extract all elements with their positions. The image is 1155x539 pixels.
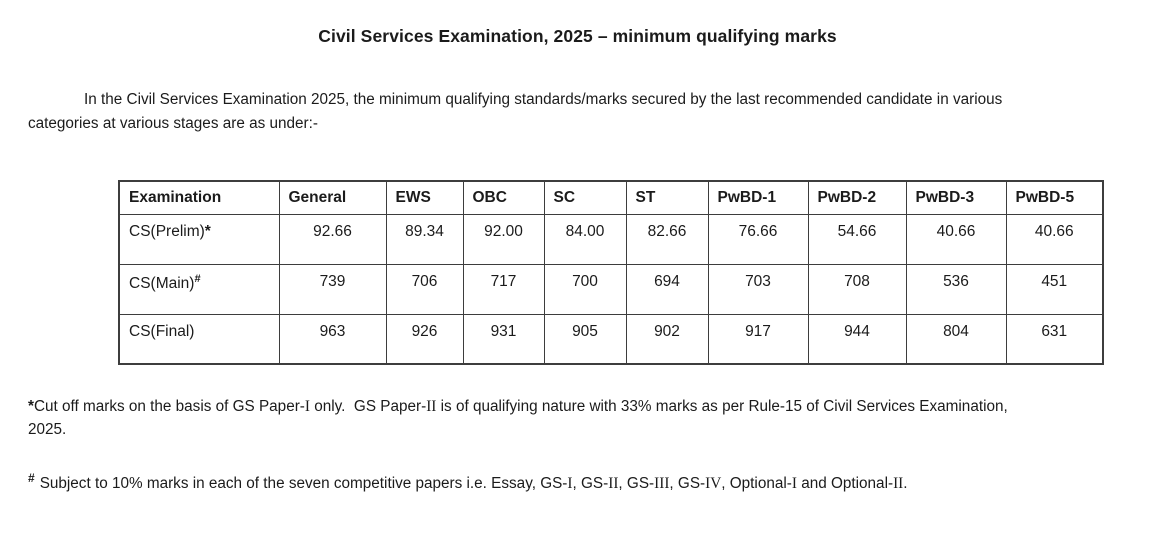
marks-cell: 917	[707, 313, 809, 365]
page-title: Civil Services Examination, 2025 – minim…	[318, 26, 837, 46]
footnote-marker: *	[28, 398, 34, 415]
marks-cell: 931	[462, 313, 545, 365]
table-row: CS(Prelim)* 92.66 89.34 92.00 84.00 82.66 76.6…	[118, 213, 1104, 265]
marks-cell: 963	[278, 313, 387, 365]
document-page: Civil Services Examination, 2025 – minim…	[0, 26, 1155, 495]
footnotes: *Cut off marks on the basis of GS Paper-…	[28, 395, 1127, 495]
table-row: CS(Main)# 739 706 717 700 694 703 708 536 451	[118, 263, 1104, 315]
marks-cell: 631	[1005, 313, 1104, 365]
marks-cell: 84.00	[543, 213, 627, 265]
column-header-pwbd-1: PwBD-1	[707, 180, 809, 215]
marks-cell: 703	[707, 263, 809, 315]
marks-cell: 451	[1005, 263, 1104, 315]
column-header-general: General	[278, 180, 387, 215]
marks-cell: 804	[905, 313, 1007, 365]
footnote: *Cut off marks on the basis of GS Paper-…	[28, 395, 1127, 441]
exam-name-cell: CS(Final)	[118, 313, 280, 365]
marks-cell: 905	[543, 313, 627, 365]
marks-cell: 694	[625, 263, 709, 315]
exam-name-label: CS(Prelim)	[129, 222, 205, 240]
column-header-pwbd-2: PwBD-2	[807, 180, 907, 215]
marks-cell: 536	[905, 263, 1007, 315]
footnote-marker: #	[194, 272, 201, 285]
exam-name-label: CS(Final)	[129, 322, 195, 340]
marks-cell: 82.66	[625, 213, 709, 265]
column-header-pwbd-3: PwBD-3	[905, 180, 1007, 215]
footnote-text: Subject to 10% marks in each of the seve…	[39, 475, 908, 493]
marks-cell: 40.66	[905, 213, 1007, 265]
exam-name-cell: CS(Prelim)*	[118, 213, 280, 265]
marks-cell: 739	[278, 263, 387, 315]
marks-cell: 54.66	[807, 213, 907, 265]
marks-cell: 40.66	[1005, 213, 1104, 265]
marks-cell: 717	[462, 263, 545, 315]
footnote-marker: #	[28, 471, 35, 485]
marks-cell: 708	[807, 263, 907, 315]
exam-name-label: CS(Main)	[129, 274, 195, 292]
marks-cell: 902	[625, 313, 709, 365]
table-body: CS(Prelim)* 92.66 89.34 92.00 84.00 82.66 76.6…	[118, 213, 1104, 365]
footnote: # Subject to 10% marks in each of the sev…	[28, 467, 1127, 495]
qualifying-marks-table: Examination General EWS OBC SC ST PwBD-1 PwBD-2…	[118, 180, 1104, 365]
marks-cell: 926	[385, 313, 464, 365]
marks-cell: 700	[543, 263, 627, 315]
marks-cell: 92.66	[278, 213, 387, 265]
intro-paragraph: In the Civil Services Examination 2025, …	[28, 91, 1003, 132]
column-header-examination: Examination	[118, 180, 280, 215]
marks-cell: 76.66	[707, 213, 809, 265]
column-header-ews: EWS	[385, 180, 464, 215]
footnote-text: Cut off marks on the basis of GS Paper-I…	[28, 398, 1008, 438]
marks-cell: 92.00	[462, 213, 545, 265]
column-header-st: ST	[625, 180, 709, 215]
footnote-marker: *	[204, 222, 211, 240]
exam-name-cell: CS(Main)#	[118, 263, 280, 315]
marks-cell: 944	[807, 313, 907, 365]
table-row: CS(Final) 963 926 931 905 902 917 944 804 631	[118, 313, 1104, 365]
marks-cell: 706	[385, 263, 464, 315]
column-header-sc: SC	[543, 180, 627, 215]
table-header-row: Examination General EWS OBC SC ST PwBD-1 PwBD-2…	[118, 180, 1104, 215]
marks-cell: 89.34	[385, 213, 464, 265]
column-header-pwbd-5: PwBD-5	[1005, 180, 1104, 215]
column-header-obc: OBC	[462, 180, 545, 215]
